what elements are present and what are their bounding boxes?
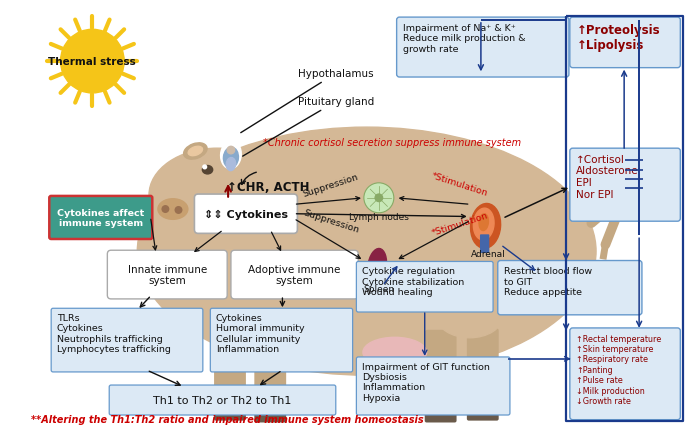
Circle shape — [375, 194, 383, 202]
Text: Innate immune
system: Innate immune system — [127, 264, 207, 286]
Ellipse shape — [137, 128, 596, 375]
FancyBboxPatch shape — [425, 395, 457, 423]
Text: Th1 to Th2 or Th2 to Th1: Th1 to Th2 or Th2 to Th1 — [153, 395, 292, 405]
Text: TLRs
Cytokines
Neutrophils trafficking
Lymphocytes trafficking: TLRs Cytokines Neutrophils trafficking L… — [57, 313, 171, 353]
Text: ↑Rectal temperature
↑Skin temperature
↑Respiratory rate
↑Panting
↑Pulse rate
↓Mi: ↑Rectal temperature ↑Skin temperature ↑R… — [576, 334, 662, 405]
FancyBboxPatch shape — [254, 330, 286, 412]
Text: Hypothalamus: Hypothalamus — [240, 69, 374, 133]
Ellipse shape — [471, 204, 501, 249]
Text: Spleen: Spleen — [363, 284, 395, 293]
FancyBboxPatch shape — [480, 235, 489, 254]
FancyBboxPatch shape — [356, 357, 510, 415]
Text: Suppression: Suppression — [302, 172, 360, 198]
Circle shape — [227, 147, 235, 155]
FancyBboxPatch shape — [108, 251, 227, 299]
FancyBboxPatch shape — [570, 149, 680, 222]
Text: Impairment of Na⁺ & K⁺
Reduce milk production &
growth rate: Impairment of Na⁺ & K⁺ Reduce milk produ… — [403, 24, 525, 53]
FancyBboxPatch shape — [179, 153, 264, 275]
Text: ↑CHR, ACTH: ↑CHR, ACTH — [227, 180, 310, 194]
Ellipse shape — [367, 249, 386, 286]
Text: *Stimulation: *Stimulation — [430, 171, 489, 198]
Text: ↑Proteolysis
↑Lipolysis: ↑Proteolysis ↑Lipolysis — [576, 24, 660, 52]
FancyBboxPatch shape — [467, 328, 499, 410]
FancyBboxPatch shape — [109, 385, 336, 415]
FancyBboxPatch shape — [356, 262, 493, 312]
Text: ↑Cortisol
Aldosterone
EPI
Nor EPI: ↑Cortisol Aldosterone EPI Nor EPI — [576, 155, 639, 199]
FancyBboxPatch shape — [254, 395, 286, 423]
Circle shape — [203, 166, 207, 170]
Ellipse shape — [363, 338, 427, 367]
FancyBboxPatch shape — [210, 308, 353, 372]
Text: Impairment of GIT function
Dysbiosis
Inflammation
Hypoxia: Impairment of GIT function Dysbiosis Inf… — [362, 362, 490, 402]
Text: Cytokine regulation
Cytokine stabilization
Wound healing: Cytokine regulation Cytokine stabilizati… — [362, 267, 464, 296]
FancyBboxPatch shape — [498, 261, 642, 315]
FancyBboxPatch shape — [397, 18, 569, 78]
Ellipse shape — [158, 199, 188, 220]
Ellipse shape — [223, 148, 238, 169]
Text: Cytokines affect
immune system: Cytokines affect immune system — [57, 208, 145, 228]
Text: Suppression: Suppression — [302, 208, 360, 234]
Text: Adoptive immune
system: Adoptive immune system — [249, 264, 340, 286]
FancyBboxPatch shape — [425, 330, 457, 412]
FancyBboxPatch shape — [214, 328, 246, 410]
Ellipse shape — [184, 144, 207, 160]
Circle shape — [60, 30, 124, 94]
Text: Pituitary gland: Pituitary gland — [242, 97, 375, 157]
FancyBboxPatch shape — [49, 197, 152, 240]
FancyBboxPatch shape — [51, 308, 203, 372]
FancyBboxPatch shape — [467, 392, 499, 420]
Circle shape — [175, 207, 182, 214]
FancyBboxPatch shape — [570, 18, 680, 68]
FancyBboxPatch shape — [570, 328, 680, 420]
Text: **Altering the Th1:Th2 ratio and impaired immune system homeostasis: **Altering the Th1:Th2 ratio and impaire… — [31, 414, 423, 424]
Circle shape — [364, 184, 394, 213]
Ellipse shape — [473, 208, 494, 240]
Text: Cytokines
Humoral immunity
Cellular immunity
Inflammation: Cytokines Humoral immunity Cellular immu… — [216, 313, 305, 353]
Ellipse shape — [221, 141, 241, 170]
Text: Adrenal: Adrenal — [471, 250, 506, 259]
Ellipse shape — [479, 214, 488, 231]
Ellipse shape — [226, 158, 236, 171]
Ellipse shape — [188, 147, 203, 156]
Ellipse shape — [437, 296, 502, 338]
FancyBboxPatch shape — [231, 251, 358, 299]
Text: ⇕⇕ Cytokines: ⇕⇕ Cytokines — [204, 209, 288, 219]
Ellipse shape — [202, 166, 212, 174]
Circle shape — [162, 206, 169, 213]
FancyBboxPatch shape — [195, 194, 297, 234]
Text: *Stimulation: *Stimulation — [430, 211, 489, 238]
Text: *Chronic cortisol secretion suppress immune system: *Chronic cortisol secretion suppress imm… — [263, 137, 521, 147]
Text: Restrict blood flow
to GIT
Reduce appetite: Restrict blood flow to GIT Reduce appeti… — [504, 267, 593, 296]
FancyBboxPatch shape — [214, 392, 246, 420]
Text: Thermal stress: Thermal stress — [49, 57, 136, 67]
Ellipse shape — [149, 149, 285, 242]
Text: Lymph nodes: Lymph nodes — [349, 212, 409, 222]
